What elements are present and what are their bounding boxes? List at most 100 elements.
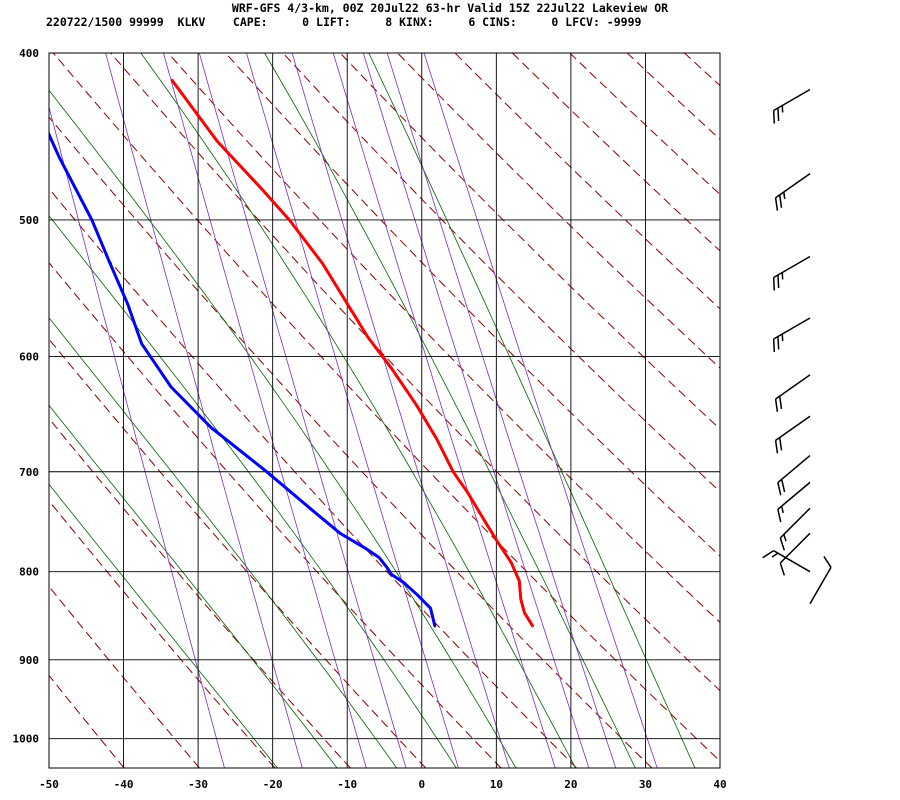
dry-adiabat (799, 53, 900, 768)
barb-feather (777, 274, 780, 289)
y-tick-label: 700 (19, 466, 39, 479)
wind-barb (777, 481, 811, 523)
barb-feather (783, 534, 787, 542)
wind-barb (772, 317, 811, 353)
moist-adiabat (49, 89, 517, 768)
barb-feather (778, 194, 783, 208)
barb-feather (777, 509, 782, 523)
moist-adiabat (49, 404, 338, 768)
barb-staff (773, 255, 811, 279)
mixing-ratio-line (105, 53, 303, 768)
barb-staff (809, 566, 832, 605)
barb-feather (774, 440, 779, 454)
sounding-stats: 220722/1500 99999 KLKV CAPE: 0 LIFT: 8 K… (46, 15, 642, 29)
wind-barbs (762, 88, 832, 605)
dry-adiabat (454, 53, 720, 310)
moist-adiabat (49, 483, 278, 768)
barb-feather (777, 482, 782, 496)
x-tick-label: -10 (337, 778, 357, 791)
barb-feather (762, 550, 775, 559)
wind-barb (774, 374, 811, 412)
series-layer (49, 79, 534, 628)
dry-adiabat (742, 53, 900, 768)
dry-adiabat (397, 53, 720, 369)
dry-adiabat (110, 53, 720, 692)
mixing-ratio-line (163, 53, 367, 768)
wind-barb (762, 550, 811, 573)
y-tick-label: 400 (19, 47, 39, 60)
tick-labels: -50 -40 -30 -20 -10 0 10 20 30 40 400 500 600 700 800 9… (13, 47, 727, 791)
barb-feather (772, 277, 776, 291)
dry-adiabat (626, 53, 720, 141)
dry-adiabat (52, 53, 720, 762)
barb-staff (775, 173, 811, 199)
profile-line (49, 130, 437, 628)
mixing-ratio-line (198, 53, 407, 768)
barb-feather (772, 338, 776, 353)
wind-barb (774, 415, 811, 454)
barb-feather (778, 396, 783, 410)
barb-feather (777, 336, 780, 350)
wind-barb (779, 507, 811, 551)
x-tick-label: -50 (39, 778, 59, 791)
mixing-ratio-line (362, 53, 590, 768)
background-lines (49, 53, 900, 768)
y-tick-label: 900 (19, 654, 39, 667)
dry-adiabat (282, 53, 720, 493)
dry-adiabat (49, 338, 427, 768)
mixing-ratio-line (423, 53, 658, 768)
x-tick-label: 30 (639, 778, 652, 791)
moist-adiabat (368, 53, 696, 768)
barb-staff (777, 481, 811, 510)
y-tick-label: 1000 (13, 733, 40, 746)
x-tick-label: 10 (490, 778, 503, 791)
y-tick-label: 800 (19, 566, 39, 579)
mixing-ratio-line (291, 53, 510, 768)
x-tick-label: 20 (564, 778, 577, 791)
dry-adiabat (339, 53, 720, 430)
wind-barb (772, 255, 811, 291)
barb-staff (773, 550, 811, 573)
barb-staff (773, 88, 811, 112)
chart-title: WRF-GFS 4/3-km, 00Z 20Jul22 63-hr Valid … (231, 1, 669, 15)
barb-feather (780, 479, 786, 493)
wind-barb (774, 173, 811, 211)
barb-staff (775, 415, 811, 442)
dry-adiabat (569, 53, 720, 196)
barb-feather (771, 552, 779, 558)
wind-barb (772, 88, 811, 124)
moist-adiabat (49, 317, 398, 768)
moist-adiabat (264, 53, 636, 768)
wind-barb (809, 556, 832, 605)
dry-adiabat (857, 53, 900, 768)
x-tick-label: 0 (418, 778, 425, 791)
barb-staff (775, 374, 811, 400)
barb-staff (773, 317, 811, 340)
dry-adiabat (49, 417, 351, 768)
dry-adiabat (49, 674, 125, 768)
mixing-ratio-line (246, 53, 459, 768)
dry-adiabat (512, 53, 720, 252)
y-tick-label: 600 (19, 350, 39, 363)
x-tick-label: -30 (188, 778, 208, 791)
dry-adiabat (49, 261, 502, 768)
barb-feather (772, 110, 776, 124)
moist-adiabat (140, 53, 576, 768)
x-tick-label: -20 (263, 778, 283, 791)
wind-barb (777, 454, 811, 496)
barb-staff (777, 454, 811, 484)
x-tick-label: -40 (114, 778, 134, 791)
profile-line (170, 79, 534, 628)
dry-adiabat (49, 116, 653, 768)
barb-feather (823, 556, 832, 568)
dry-adiabat (49, 585, 200, 768)
barb-feather (783, 191, 786, 200)
dry-adiabat (167, 53, 720, 624)
plot-frame (48, 52, 721, 769)
barb-feather (774, 197, 779, 211)
barb-feather (779, 562, 786, 576)
barb-feather (779, 537, 786, 551)
moist-adiabat (49, 215, 457, 768)
dry-adiabat (684, 53, 720, 87)
